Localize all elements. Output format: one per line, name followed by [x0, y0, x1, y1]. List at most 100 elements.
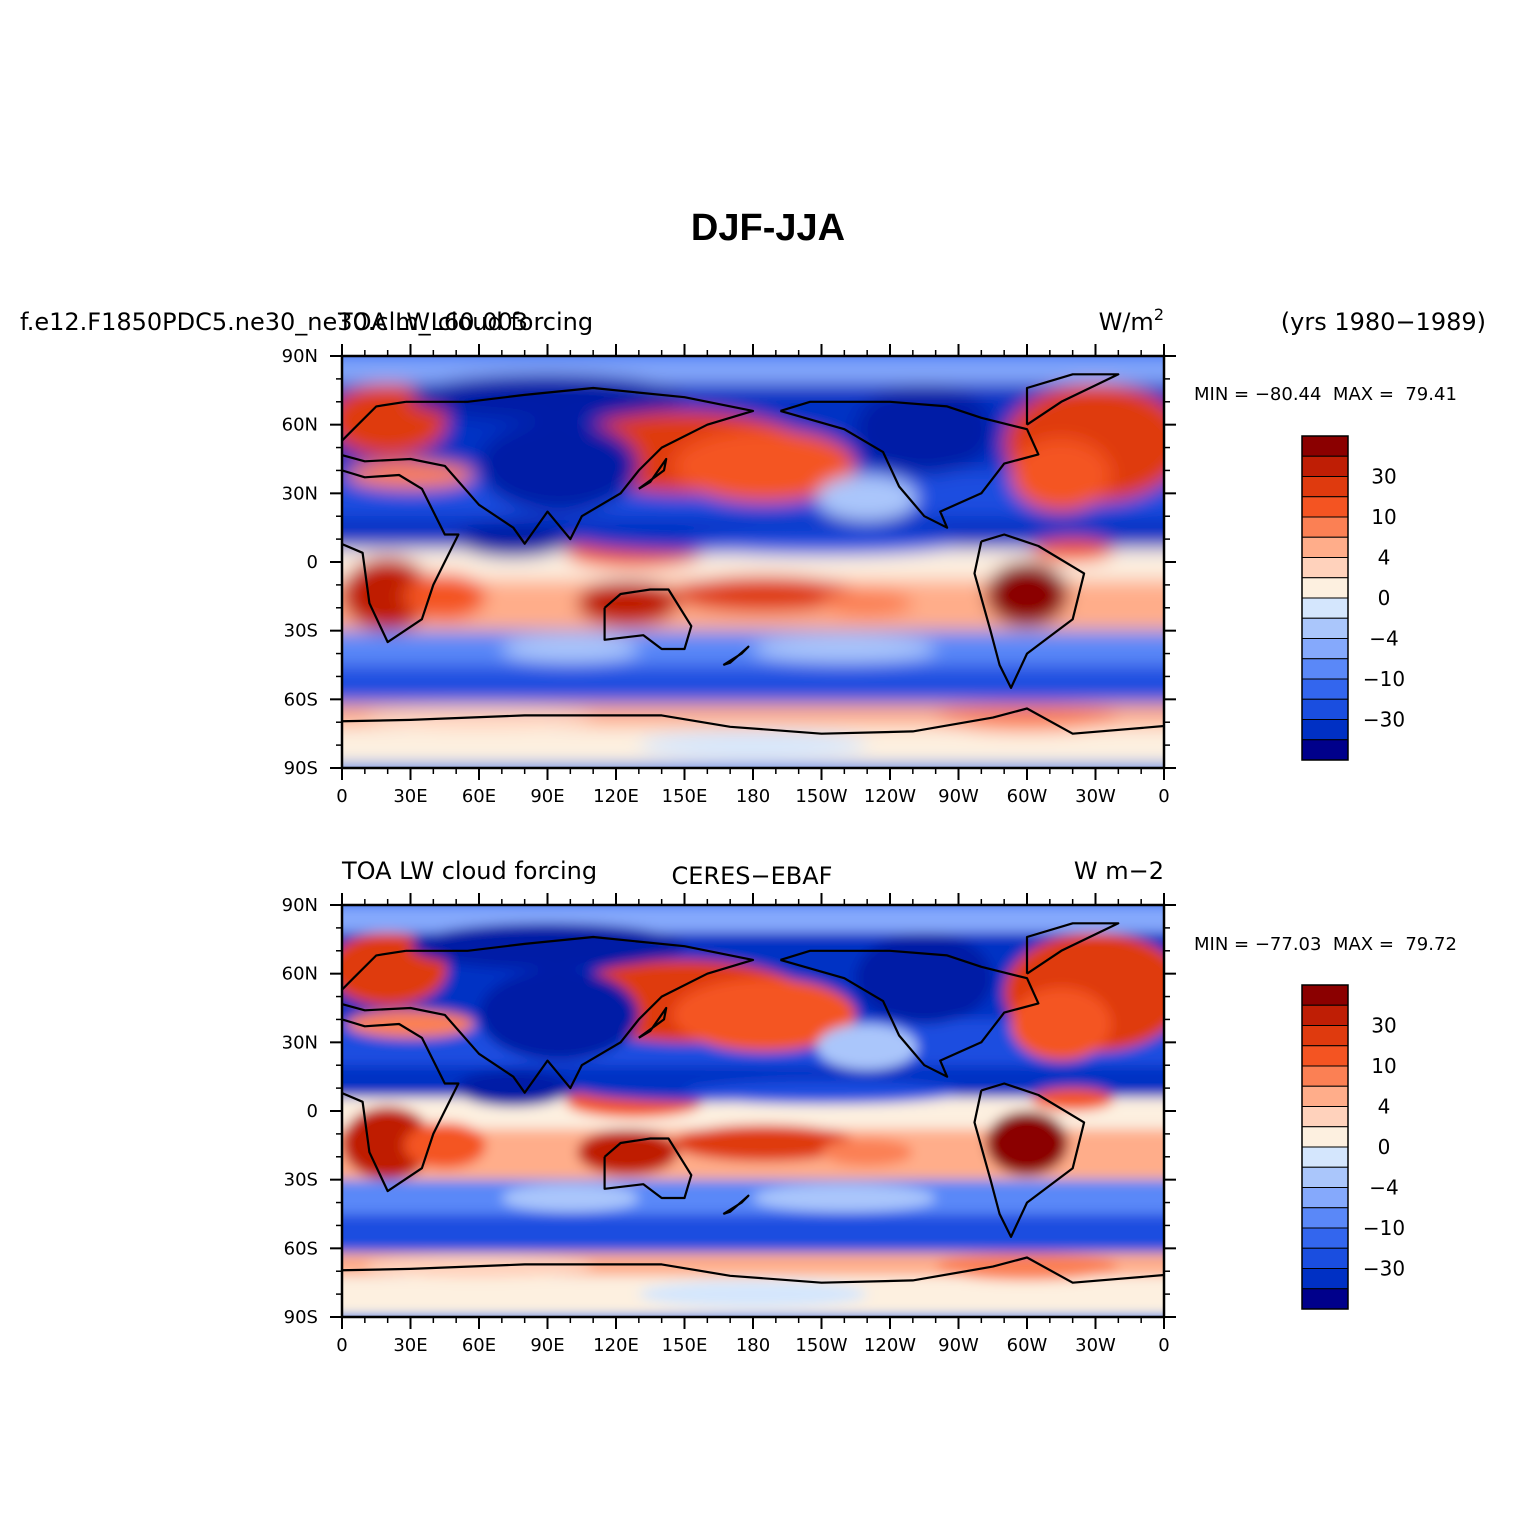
panel-model: 0 30E 60E 90E 120E 150E 180 150W 120W 90W 60W 30W 09…	[20, 305, 1486, 807]
colorbar-swatch	[1301, 435, 1349, 457]
colorbar-swatch	[1301, 577, 1349, 599]
lon-tick-label: 30W	[1075, 786, 1116, 807]
lat-tick-label: 30S	[284, 621, 318, 642]
lat-tick-label: 60S	[284, 689, 318, 710]
lat-tick-label: 30S	[284, 1170, 318, 1191]
lon-tick-label: 120E	[593, 1335, 639, 1356]
units-label: W m−2	[1074, 857, 1164, 885]
colorbar-swatch	[1301, 678, 1349, 700]
colorbar-swatch	[1301, 1227, 1349, 1249]
min-max-label: MIN = −77.03 MAX = 79.72	[1194, 934, 1457, 955]
lat-tick-label: 90N	[282, 346, 318, 367]
colorbar-label: −30	[1363, 1257, 1405, 1281]
lon-tick-label: 30E	[393, 786, 427, 807]
colorbar-swatch	[1301, 496, 1349, 518]
colorbar-swatch	[1301, 455, 1349, 477]
colorbar-swatch	[1301, 739, 1349, 761]
colorbar-swatch	[1301, 1126, 1349, 1148]
coastlines	[342, 373, 1164, 735]
colorbar-label: 4	[1378, 1095, 1391, 1119]
lat-tick-label: 90N	[282, 895, 318, 916]
lat-tick-label: 0	[307, 552, 318, 573]
colorbar-swatch	[1301, 1187, 1349, 1209]
min-label: MIN =	[1194, 384, 1249, 405]
lon-tick-label: 30E	[393, 1335, 427, 1356]
colorbar-swatch	[1301, 1166, 1349, 1188]
colorbar-swatch	[1301, 1288, 1349, 1310]
lon-tick-label: 60W	[1007, 1335, 1048, 1356]
center-label: CERES−EBAF	[672, 862, 833, 890]
colorbar-swatch	[1301, 557, 1349, 579]
colorbar-label: −30	[1363, 708, 1405, 732]
min-value: −80.44	[1255, 384, 1322, 405]
lon-tick-label: 180	[736, 786, 770, 807]
max-value: 79.72	[1405, 934, 1457, 955]
lon-tick-label: 0	[1158, 1335, 1169, 1356]
lon-tick-label: 90W	[938, 1335, 979, 1356]
colorbar-swatch	[1301, 1268, 1349, 1290]
colorbar-label: −4	[1369, 1176, 1398, 1200]
lat-tick-label: 60N	[282, 415, 318, 436]
colorbar-swatch	[1301, 658, 1349, 680]
min-value: −77.03	[1255, 934, 1322, 955]
colorbar-swatch	[1301, 984, 1349, 1006]
colorbar-label: −10	[1363, 1216, 1405, 1240]
max-value: 79.41	[1405, 384, 1457, 405]
colorbar-swatch	[1301, 1207, 1349, 1229]
lon-tick-label: 0	[336, 786, 347, 807]
lat-tick-label: 90S	[284, 1307, 318, 1328]
colorbar-swatch	[1301, 597, 1349, 619]
colorbar-label: 0	[1378, 1135, 1391, 1159]
lon-tick-label: 120W	[864, 786, 916, 807]
lon-tick-label: 120W	[864, 1335, 916, 1356]
colorbar-label: 0	[1378, 586, 1391, 610]
lon-tick-label: 150E	[662, 786, 708, 807]
lat-tick-label: 0	[307, 1101, 318, 1122]
colorbar-swatch	[1301, 476, 1349, 498]
colorbar-swatch	[1301, 719, 1349, 741]
lon-tick-label: 60E	[462, 786, 496, 807]
colorbar-label: 10	[1371, 1054, 1396, 1078]
colorbar-swatch	[1301, 617, 1349, 639]
min-label: MIN =	[1194, 934, 1249, 955]
lon-tick-label: 60E	[462, 1335, 496, 1356]
colorbar-swatch	[1301, 1065, 1349, 1087]
center-label: TOA LW cloud forcing	[337, 308, 593, 336]
lon-tick-label: 90W	[938, 786, 979, 807]
lon-tick-label: 0	[336, 1335, 347, 1356]
lon-tick-label: 90E	[530, 786, 564, 807]
left-label: f.e12.F1850PDC5.ne30_ne30.clm_L60.003	[20, 308, 528, 336]
colorbar-label: 4	[1378, 546, 1391, 570]
lat-tick-label: 90S	[284, 758, 318, 779]
lat-tick-label: 30N	[282, 483, 318, 504]
colorbar-swatch	[1301, 1146, 1349, 1168]
colorbar-swatch	[1301, 1045, 1349, 1067]
lon-tick-label: 60W	[1007, 786, 1048, 807]
lat-tick-label: 60N	[282, 964, 318, 985]
figure-title: DJF-JJA	[691, 207, 845, 249]
lon-tick-label: 90E	[530, 1335, 564, 1356]
contour-field	[342, 905, 1164, 1317]
colorbar-label: 30	[1371, 1014, 1396, 1038]
colorbar-swatch	[1301, 1025, 1349, 1047]
colorbar-swatch	[1301, 1247, 1349, 1269]
max-label: MAX =	[1333, 384, 1394, 405]
colorbar-label: 10	[1371, 505, 1396, 529]
panel-observation: 0 30E 60E 90E 120E 150E 180 150W 120W 90W 60W 30W 09…	[282, 857, 1457, 1356]
colorbar-swatch	[1301, 1106, 1349, 1128]
contour-field	[342, 356, 1164, 768]
max-label: MAX =	[1333, 934, 1394, 955]
lon-tick-label: 150W	[795, 1335, 847, 1356]
lat-tick-label: 30N	[282, 1032, 318, 1053]
lat-tick-label: 60S	[284, 1238, 318, 1259]
left-label: TOA LW cloud forcing	[341, 857, 597, 885]
lon-tick-label: 0	[1158, 786, 1169, 807]
colorbar-swatch	[1301, 698, 1349, 720]
colorbar: 30 10 4 0 −4 −10 −30	[1301, 435, 1405, 761]
colorbar-swatch	[1301, 1004, 1349, 1026]
years-label: (yrs 1980−1989)	[1281, 308, 1486, 336]
units-superscript: 2	[1154, 305, 1164, 324]
colorbar-swatch	[1301, 536, 1349, 558]
coastlines	[342, 922, 1164, 1284]
